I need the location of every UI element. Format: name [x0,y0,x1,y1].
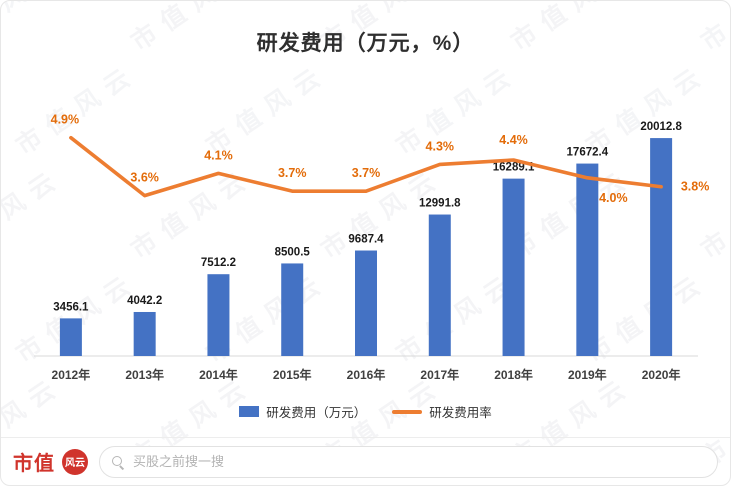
search-icon [112,456,123,467]
brand-wordmark: 市值 [13,453,55,475]
combo-chart: 3456.1 4042.2 7512.2 8500.5 9687.4 12991.8 162… [34,113,710,382]
rate-label: 3.7% [352,166,381,180]
legend-bar-label: 研发费用（万元） [266,406,367,420]
bar-value-label: 12991.8 [419,198,461,210]
bar-value-label: 20012.8 [640,121,682,133]
x-axis-label: 2016年 [347,367,386,382]
rate-line [69,135,663,198]
rate-label: 3.7% [278,166,307,180]
bar-value-label: 17672.4 [567,147,609,159]
bar [133,311,156,356]
x-axis-label: 2012年 [52,367,91,382]
bar-value-label: 9687.4 [348,234,384,246]
search-box[interactable] [99,445,718,478]
bar [428,214,451,356]
bar-value-label: 8500.5 [275,246,311,258]
bar [59,318,82,356]
legend-item-line: 研发费用率 [392,402,492,421]
chart-legend: 研发费用（万元） 研发费用率 [1,402,730,421]
rate-label: 3.8% [681,180,710,194]
bar-value-label: 16289.1 [493,162,535,174]
rate-label: 4.0% [599,191,628,205]
bar-series-swatch [239,406,260,417]
x-axis-label: 2015年 [273,367,312,382]
legend-line-label: 研发费用率 [429,406,492,420]
legend-item-bar: 研发费用（万元） [239,402,366,421]
x-axis-label: 2018年 [494,367,533,382]
footer-bar: 市值 风云 [1,437,730,485]
x-axis-label: 2019年 [568,367,607,382]
bar [502,178,525,356]
x-axis-label: 2014年 [199,367,238,382]
bar [207,274,230,356]
search-input[interactable] [131,453,705,470]
line-series-swatch [392,409,423,414]
fengyun-logo: 风云 [62,448,88,475]
rate-label: 4.9% [51,113,80,127]
bar-value-label: 7512.2 [201,257,236,269]
chart-title: 研发费用（万元，%） [256,32,475,55]
rate-label: 3.6% [130,171,159,185]
bar-value-label: 3456.1 [53,301,89,313]
rate-label: 4.4% [499,133,528,147]
rate-label: 4.3% [426,139,455,153]
bar [576,163,599,356]
rate-label: 4.1% [204,148,233,162]
x-axis-label: 2020年 [642,367,681,382]
bar [355,250,377,356]
bar-value-label: 4042.2 [127,295,162,307]
x-axis-label: 2017年 [420,367,459,382]
x-axis-label: 2013年 [125,367,164,382]
fengyun-logo-text: 风云 [65,458,85,469]
bar [650,138,673,356]
bar [281,263,304,356]
